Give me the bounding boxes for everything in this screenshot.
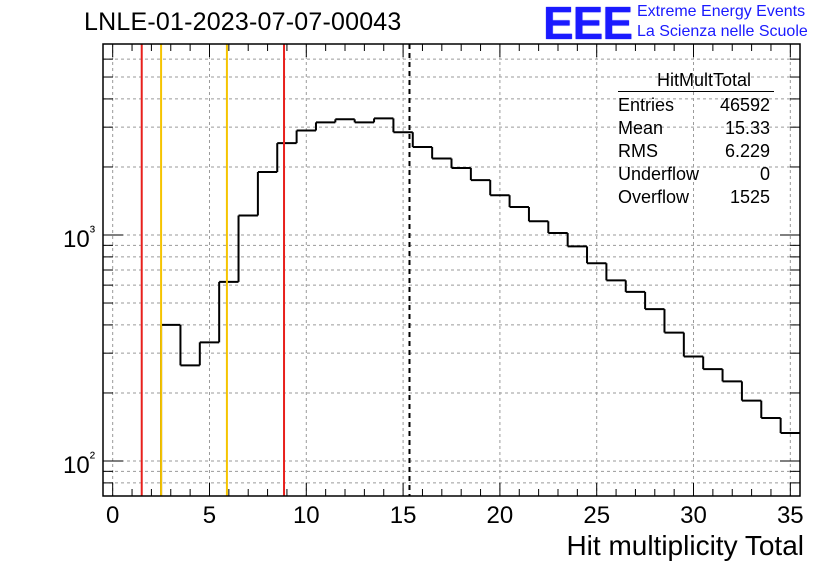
x-axis-title: Hit multiplicity Total	[566, 530, 804, 561]
stats-value: 1525	[729, 187, 770, 207]
x-tick-label: 15	[390, 502, 417, 529]
stats-row-overflow: Overflow 1525	[612, 186, 774, 209]
x-tick-label: 0	[106, 502, 119, 529]
eee-logo: EEE Extreme Energy Events La Scienza nel…	[543, 0, 833, 49]
stats-value: 6.229	[724, 141, 770, 161]
stats-label: Overflow	[618, 187, 690, 207]
stats-label: Underflow	[618, 164, 700, 184]
x-tick-label: 35	[777, 502, 804, 529]
stats-divider	[618, 91, 774, 92]
tick-labels: 0 5 10 15 20 25 30 35 10² 10³	[63, 224, 804, 529]
stats-row-rms: RMS 6.229	[612, 140, 774, 163]
stats-name: HitMultTotal	[656, 70, 752, 90]
stats-value: 46592	[719, 95, 770, 115]
logo-mark: EEE	[543, 0, 633, 49]
x-tick-label: 20	[487, 502, 514, 529]
stats-row-mean: Mean 15.33	[612, 117, 774, 140]
stats-value: 0	[759, 164, 770, 184]
stats-row-underflow: Underflow 0	[612, 163, 774, 186]
x-tick-label: 30	[680, 502, 707, 529]
logo-line-2: La Scienza nelle Scuole	[637, 23, 808, 40]
stats-box: HitMultTotal Entries 46592 Mean 15.33 RM…	[612, 70, 774, 209]
chart-title: LNLE-01-2023-07-07-00043	[84, 8, 402, 36]
stats-label: RMS	[618, 141, 658, 161]
stats-label: Entries	[618, 95, 675, 115]
marker-lines	[140, 44, 411, 496]
stats-value: 15.33	[724, 118, 770, 138]
logo-line-1: Extreme Energy Events	[637, 3, 806, 20]
stats-row-entries: Entries 46592	[612, 94, 774, 117]
stats-label: Mean	[618, 118, 664, 138]
y-tick-label: 10²	[63, 450, 96, 479]
axis-ticks	[103, 43, 800, 497]
y-tick-label: 10³	[63, 224, 96, 253]
x-tick-label: 10	[293, 502, 320, 529]
x-tick-label: 5	[203, 502, 216, 529]
x-tick-label: 25	[583, 502, 610, 529]
